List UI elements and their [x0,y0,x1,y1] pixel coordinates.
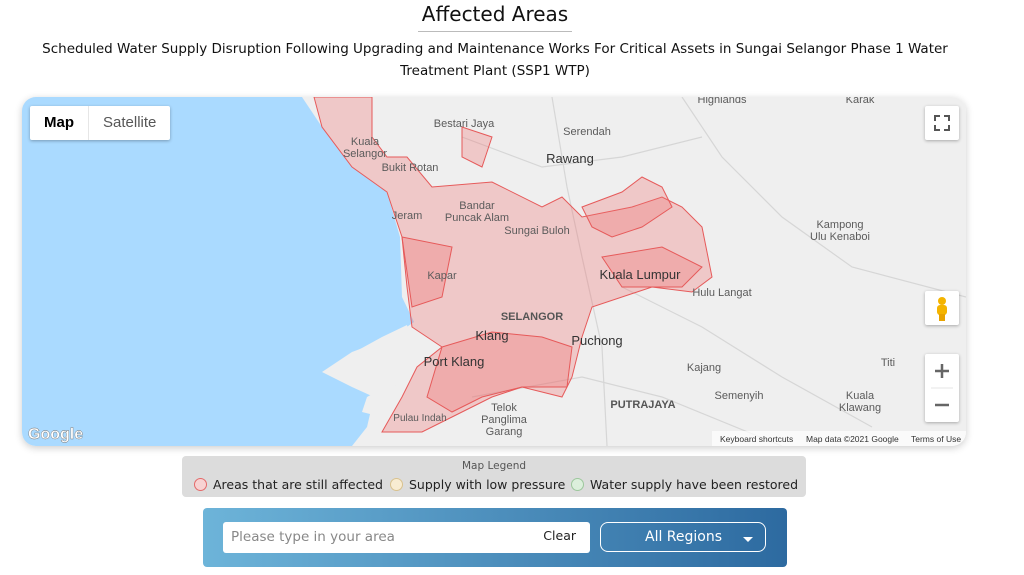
place-label: Pulau Indah [393,413,446,424]
place-label-line: Ulu Kenaboi [810,231,870,243]
place-label: Kapar [427,270,457,282]
page-subtitle: Scheduled Water Supply Disruption Follow… [42,41,948,79]
place-label: Karak [846,97,875,106]
place-label-line: Puncak Alam [445,212,509,224]
map-type-button[interactable]: Satellite [103,114,157,131]
island [342,325,410,359]
place-label: Bukit Rotan [382,162,439,174]
map-canvas[interactable]: Highlands Karak Bestari Jaya Serendah Ku… [22,97,966,446]
place-label: Semenyih [715,390,764,402]
map-type-button[interactable]: Map [30,106,89,140]
place-labels: Highlands Karak Bestari Jaya Serendah Ku… [343,97,895,438]
place-label: Klang [475,328,508,343]
place-label-line: Telok [491,402,517,414]
legend-label: Supply with low pressure [409,477,566,492]
place-label: Kampong Ulu Kenaboi [810,219,870,243]
dropdown-caret [743,537,753,542]
place-label: Bandar Puncak Alam [445,200,509,224]
map-data: Map data ©2021 Google [806,434,899,444]
place-label: Telok Panglima Garang [481,402,528,438]
title-underline [418,31,572,32]
place-label: Jeram [392,210,423,222]
legend-item: Areas that are still affected [194,477,383,492]
page-title: Affected Areas [421,2,569,26]
legend-dot [194,478,207,491]
map-legend: Map Legend Areas that are still affected… [182,456,806,497]
place-label: Puchong [571,333,622,348]
pegman-icon [937,297,947,321]
place-label-line: Garang [486,426,523,438]
search-panel: Please type in your area Clear All Regio… [203,508,787,567]
legend-dot [390,478,403,491]
place-label-line: Kuala [846,390,875,402]
street-view-button[interactable] [925,291,959,325]
attribution-bar [712,431,966,446]
keyboard-shortcuts[interactable]: Keyboard shortcuts [720,434,793,444]
place-label: Kuala Selangor [343,136,387,160]
fullscreen-button[interactable] [925,106,959,140]
place-label: Kajang [687,362,721,374]
region-dropdown[interactable]: All Regions [600,522,766,552]
map[interactable]: Highlands Karak Bestari Jaya Serendah Ku… [22,97,966,446]
place-label: PUTRAJAYA [610,399,675,411]
place-label: Kuala Klawang [839,390,881,414]
clear-button[interactable]: Clear [543,528,576,543]
island [362,382,402,417]
place-label: SELANGOR [501,311,563,323]
zoom-control [925,354,959,422]
area-search-input[interactable]: Please type in your area Clear [223,522,590,553]
legend-label: Water supply have been restored [590,477,799,492]
place-label: Rawang [546,151,594,166]
place-label: Titi [881,357,895,369]
legend-title: Map Legend [461,460,527,472]
google-logo: Google [28,426,83,443]
sea [22,97,414,446]
place-label-line: Kampong [816,219,863,231]
place-label-line: Bandar [459,200,495,212]
place-label-line: Kuala [351,136,380,148]
place-label: Hulu Langat [692,287,751,299]
place-label-line: Selangor [343,148,387,160]
legend-label: Areas that are still affected [213,477,383,492]
zoom-icons [931,364,953,407]
terms-of-use[interactable]: Terms of Use [911,434,961,444]
search-placeholder: Please type in your area [231,529,395,545]
place-label-line: Klawang [839,402,881,414]
map-type-control: Map Satellite [30,106,171,140]
fullscreen-icon [934,115,950,131]
legend-dot [571,478,584,491]
place-label: Port Klang [424,354,485,369]
place-label-line: Panglima [481,414,528,426]
place-label: Sungai Buloh [504,225,569,237]
legend-item: Supply with low pressure [390,477,565,492]
affected-areas [313,97,713,433]
place-label: Bestari Jaya [434,118,495,130]
legend-item: Water supply have been restored [571,477,798,492]
place-label: Serendah [563,126,611,138]
region-label: All Regions [645,529,723,545]
place-label: Kuala Lumpur [600,267,682,282]
place-label: Highlands [698,97,747,106]
